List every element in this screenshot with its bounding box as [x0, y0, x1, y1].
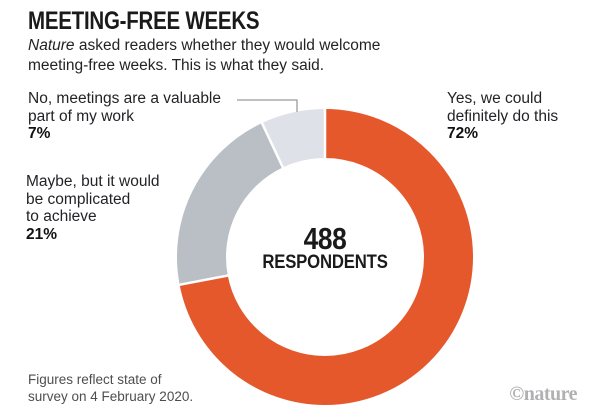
callout-no-line1: No, meetings are a valuable	[28, 90, 222, 107]
callout-yes-percent: 72%	[447, 125, 479, 142]
slice-divider	[176, 273, 231, 287]
chart-title: MEETING-FREE WEEKS	[28, 7, 260, 35]
survey-footnote: Figures reflect state of survey on 4 Feb…	[28, 371, 193, 405]
callout-no-line2: part of my work	[28, 107, 134, 125]
respondent-label: RESPONDENTS	[262, 252, 388, 273]
callout-no: No, meetings are a valuable part of my w…	[28, 90, 221, 143]
callout-yes-line1: Yes, we could	[447, 90, 543, 107]
callout-maybe-line1: Maybe, but it would	[26, 173, 160, 190]
callout-yes-line2: definitely do this	[447, 107, 559, 125]
no-label-leader-line	[237, 99, 298, 112]
donut-center-text: 488 RESPONDENTS	[225, 221, 425, 273]
callout-no-percent: 7%	[28, 125, 51, 142]
callout-yes: Yes, we could definitely do this 72%	[447, 90, 558, 143]
callout-maybe: Maybe, but it would be complicated to ac…	[26, 173, 160, 243]
callout-maybe-line3: to achieve	[26, 208, 97, 225]
slice-dividers	[176, 106, 327, 287]
subtitle-line2: meeting-free weeks. This is what they sa…	[28, 56, 325, 74]
footnote-line1: Figures reflect state of	[28, 372, 162, 387]
slice-divider	[259, 119, 286, 171]
footnote-line2: survey on 4 February 2020.	[28, 389, 194, 404]
callout-maybe-percent: 21%	[26, 225, 58, 243]
subtitle-italic-word: Nature	[28, 37, 75, 54]
chart-subtitle: Nature asked readers whether they would …	[28, 36, 380, 75]
respondent-count: 488	[303, 221, 347, 256]
callout-maybe-line2: be complicated	[26, 190, 131, 208]
nature-logo: ©nature	[509, 383, 577, 405]
subtitle-line1: asked readers whether they would welcome	[74, 37, 381, 54]
